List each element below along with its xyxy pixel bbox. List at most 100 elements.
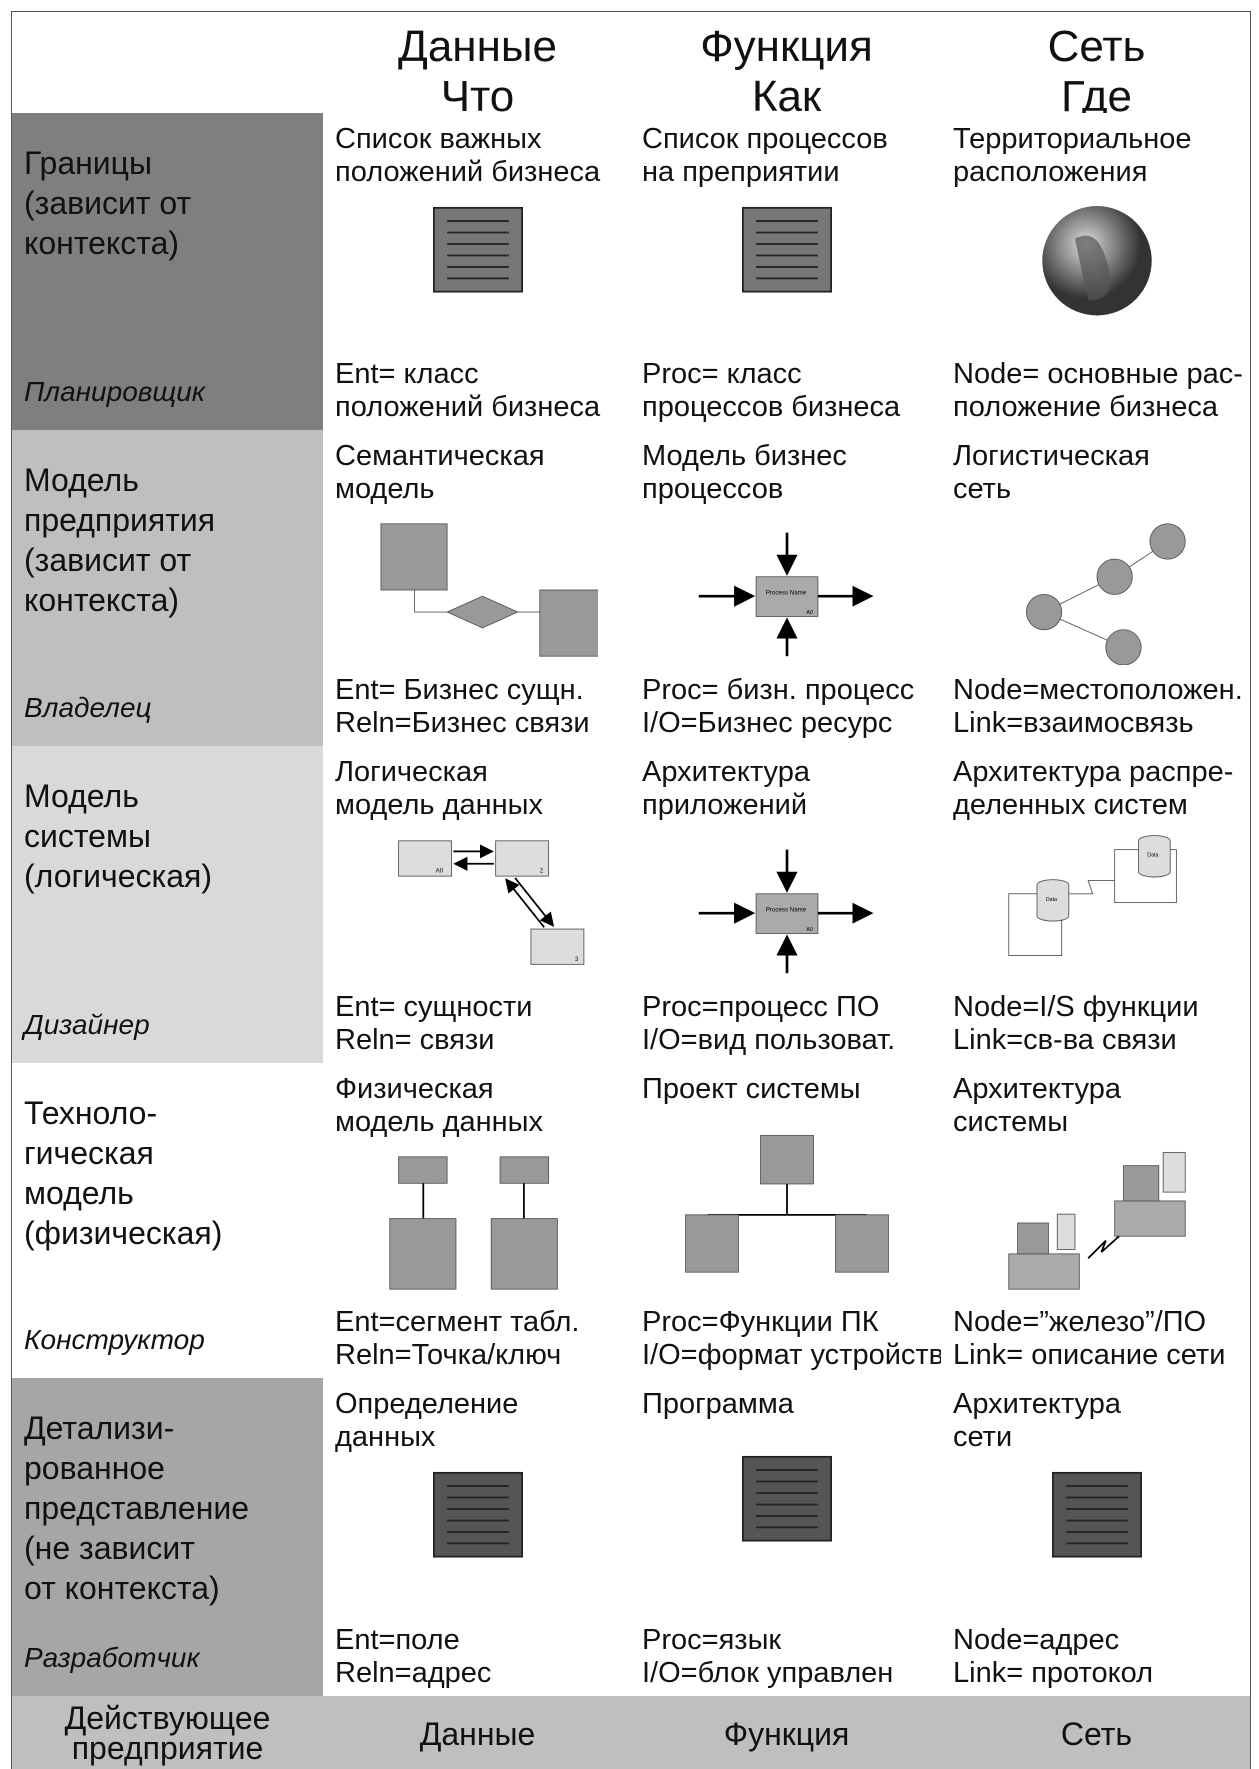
column-header: Данные Что <box>323 11 631 114</box>
cell-title: Территориальное расположения <box>953 123 1240 189</box>
cell-caption-line: положение бизнеса <box>953 391 1219 423</box>
row-label-line: системы <box>24 818 151 854</box>
cell-caption-line: Node= основные рас- <box>953 358 1243 390</box>
cell-icon <box>1041 205 1152 315</box>
cell-title-line: Архитектура <box>642 756 810 788</box>
footer-text: Данные <box>419 1716 536 1752</box>
cell: Модель бизнес процессов Process Name A0 Proc… <box>630 430 942 747</box>
cell-icon <box>432 1471 523 1558</box>
cell-caption-line: I/O=блок управлен <box>642 1657 894 1689</box>
footer-text: Сеть <box>1060 1716 1133 1752</box>
cell-icon <box>1007 1151 1186 1290</box>
cell: Архитектура распре-деленных систем Data Da… <box>941 746 1251 1064</box>
cell-caption: Node= основные рас-положение бизнеса <box>953 358 1243 424</box>
cell-title-line: расположения <box>953 156 1148 188</box>
cell-title: Определение данных <box>335 1388 620 1454</box>
cell-title: Архитектура приложений <box>642 756 931 822</box>
icon-label: Process Name <box>765 906 806 913</box>
row-label-line: Детализи- <box>24 1410 175 1446</box>
column-question: Что <box>440 72 515 114</box>
row-label-line: Модель <box>24 778 139 814</box>
cell-icon: Data Data <box>1007 834 1177 956</box>
cell-title: Модель бизнес процессов <box>642 440 931 506</box>
cell-title-line: Территориальное <box>953 123 1192 155</box>
cell-title-line: Список процессов <box>642 123 888 155</box>
cell-title: Архитектура распре-деленных систем <box>953 756 1240 822</box>
row-label-line: Техноло- <box>24 1095 158 1131</box>
row-header: Техноло-гическая модель (физическая) Констр… <box>11 1063 324 1379</box>
row-header: Модель системы (логическая) Дизайнер <box>11 746 324 1064</box>
cell-title-line: на преприятии <box>642 156 840 188</box>
cell: Архитектура приложений Process Name A0 Proc=… <box>630 746 942 1064</box>
cell-caption-line: I/O=формат устройств <box>642 1339 942 1371</box>
cell-caption-line: Link= протокол <box>953 1657 1154 1689</box>
cell-caption-line: Proc=язык <box>642 1624 782 1656</box>
cell-icon <box>741 206 832 293</box>
row-label-line: (зависит от <box>24 185 192 221</box>
row-role: Конструктор <box>24 1324 205 1355</box>
footer-label-text: Действующее предприятие <box>22 1699 313 1766</box>
cell-caption-line: Node=I/S функции <box>953 991 1199 1023</box>
row-label-line: (зависит от <box>24 542 192 578</box>
cell-title-line: сеть <box>953 473 1012 505</box>
cell-icon <box>741 1455 832 1542</box>
cell-caption: Ent=сегмент табл. Reln=Точка/ключ <box>335 1306 620 1372</box>
cell-caption: Node=”железо”/ПО Link= описание сети <box>953 1306 1240 1372</box>
cell-title: Список важных положений бизнеса <box>335 123 620 189</box>
column-name: Сеть <box>1047 22 1146 71</box>
row-label-line: предприятия <box>24 502 216 538</box>
cell-caption-line: Link=св-ва связи <box>953 1024 1177 1056</box>
cell-title-line: деленных систем <box>953 789 1188 821</box>
cell-caption-line: Proc=процесс ПО <box>642 991 880 1023</box>
cell-icon <box>1025 523 1186 665</box>
footer-cell: Функция <box>630 1696 942 1769</box>
cell: Программа Proc=язык I/O=блок управлен <box>630 1378 942 1697</box>
cell-title: Физическая модель данных <box>335 1073 620 1139</box>
column-name: Функция <box>700 22 873 71</box>
cell-caption-line: Node=адрес <box>953 1624 1120 1656</box>
cell-caption-line: Reln=адрес <box>335 1657 492 1689</box>
column-header: Сеть Где <box>941 11 1251 114</box>
cell-title-line: Семантическая <box>335 440 545 472</box>
row-role: Дизайнер <box>24 1009 150 1040</box>
row-label-line: гическая <box>24 1135 154 1171</box>
cell-title-line: модель данных <box>335 1106 544 1138</box>
row-header: Границы (зависит от контекста) Планировщик <box>11 113 324 431</box>
row-label-line: модель <box>24 1175 134 1211</box>
column-name: Данные <box>398 22 557 71</box>
cell-title-line: процессов <box>642 473 784 505</box>
cell-title-line: Определение <box>335 1388 519 1420</box>
cell-caption-line: Ent=поле <box>335 1624 460 1656</box>
cell-title-line: Модель бизнес <box>642 440 847 472</box>
row-role: Планировщик <box>24 376 206 407</box>
cell-caption: Proc=Функции ПК I/O=формат устройств <box>642 1306 942 1372</box>
cell-caption: Ent= сущности Reln= связи <box>335 991 620 1057</box>
cell-caption-line: Reln=Бизнес связи <box>335 707 590 739</box>
cell-icon <box>684 1134 889 1273</box>
cell-caption-line: Link=взаимосвязь <box>953 707 1194 739</box>
cell-caption: Proc= класс процессов бизнеса <box>642 358 931 424</box>
footer-label-text-line: предприятие <box>71 1729 264 1766</box>
corner-cell <box>11 11 324 114</box>
cell-title-line: положений бизнеса <box>335 156 601 188</box>
cell-caption-line: Proc=Функции ПК <box>642 1306 879 1338</box>
cell-caption-line: Ent= Бизнес сущн. <box>335 674 584 706</box>
cell-title: Список процессов на преприятии <box>642 123 931 189</box>
footer-cell: Данные <box>323 1696 631 1769</box>
cell-title: Семантическая модель <box>335 440 620 506</box>
footer-cell: Сеть <box>941 1696 1251 1769</box>
cell-title: Проект системы <box>642 1073 931 1106</box>
cell-title-line: Физическая <box>335 1073 494 1105</box>
cell: Проект системы Proc=Функции ПК I/O=формат … <box>630 1063 942 1379</box>
cell-caption: Proc=процесс ПО I/O=вид пользоват. <box>642 991 931 1057</box>
row-label: Границы (зависит от контекста) <box>24 123 313 263</box>
row-header: Детализи-рованное представление (не зависи… <box>11 1378 324 1697</box>
column-question: Как <box>751 72 822 114</box>
cell: Территориальное расположения Node= основны… <box>941 113 1251 431</box>
row-role: Владелец <box>24 692 152 723</box>
footer-label-text-line: Действующее <box>64 1699 271 1736</box>
icon-label: Data <box>1147 852 1158 858</box>
cell: Список процессов на преприятии Proc= класс… <box>630 113 942 431</box>
cell-icon <box>388 1155 558 1290</box>
